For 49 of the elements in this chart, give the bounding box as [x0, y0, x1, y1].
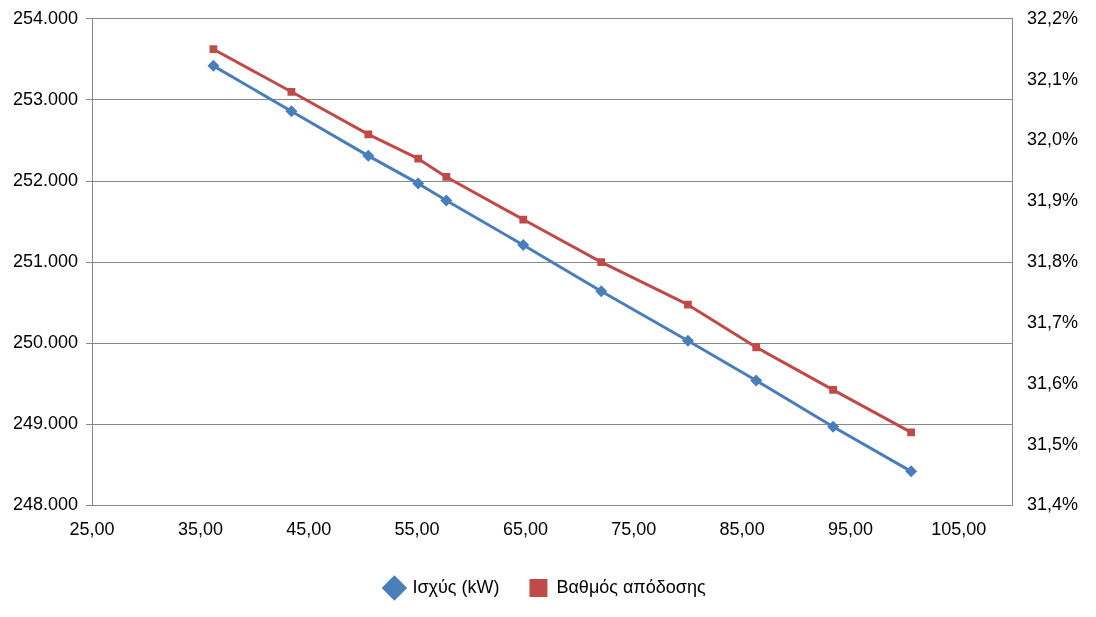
y2-tick-label: 31,7% — [1026, 311, 1079, 332]
y-tick-label: 252.000 — [12, 169, 79, 190]
point — [287, 87, 296, 96]
x-tick-label: 45,00 — [286, 519, 332, 540]
y-tick-label: 248.000 — [12, 494, 79, 515]
y-tick-label: 254.000 — [12, 7, 79, 28]
point — [209, 45, 218, 54]
point — [285, 105, 298, 118]
x-tick-label: 95,00 — [827, 519, 873, 540]
point — [414, 154, 423, 163]
point — [595, 285, 608, 298]
point — [907, 428, 916, 437]
legend-label: Βαθμός απόδοσης — [556, 576, 706, 597]
point — [684, 300, 692, 309]
y-tick-label: 251.000 — [12, 251, 79, 272]
point — [752, 343, 761, 352]
y2-tick-label: 31,5% — [1026, 433, 1079, 454]
point — [827, 420, 840, 433]
point — [519, 215, 528, 224]
point — [364, 130, 373, 139]
point — [905, 465, 918, 478]
x-tick-label: 105,00 — [931, 519, 987, 540]
x-tick-label: 85,00 — [719, 519, 765, 540]
y-tick-label: 249.000 — [12, 413, 79, 434]
y2-tick-label: 31,4% — [1026, 494, 1079, 515]
y2-tick-label: 32,2% — [1026, 7, 1079, 28]
x-tick-label: 25,00 — [69, 519, 115, 540]
point — [681, 334, 694, 347]
x-tick-label: 65,00 — [502, 519, 548, 540]
point — [362, 149, 375, 162]
point — [829, 385, 838, 394]
x-tick-label: 75,00 — [611, 519, 657, 540]
y2-tick-label: 32,0% — [1026, 129, 1079, 150]
point — [750, 374, 763, 387]
x-tick-label: 55,00 — [394, 519, 440, 540]
y2-tick-label: 32,1% — [1026, 68, 1079, 89]
x-tick-label: 35,00 — [177, 519, 223, 540]
point — [597, 258, 606, 266]
point — [517, 239, 530, 252]
point — [207, 59, 220, 72]
point — [412, 177, 425, 190]
y-tick-label: 250.000 — [12, 332, 79, 353]
y2-tick-label: 31,9% — [1026, 190, 1079, 211]
y-tick-label: 253.000 — [12, 88, 79, 109]
point — [440, 194, 453, 207]
point — [442, 173, 451, 181]
y2-tick-label: 31,6% — [1026, 372, 1079, 393]
y2-tick-label: 31,8% — [1026, 251, 1079, 272]
legend-label: Ισχύς (kW) — [412, 576, 500, 597]
